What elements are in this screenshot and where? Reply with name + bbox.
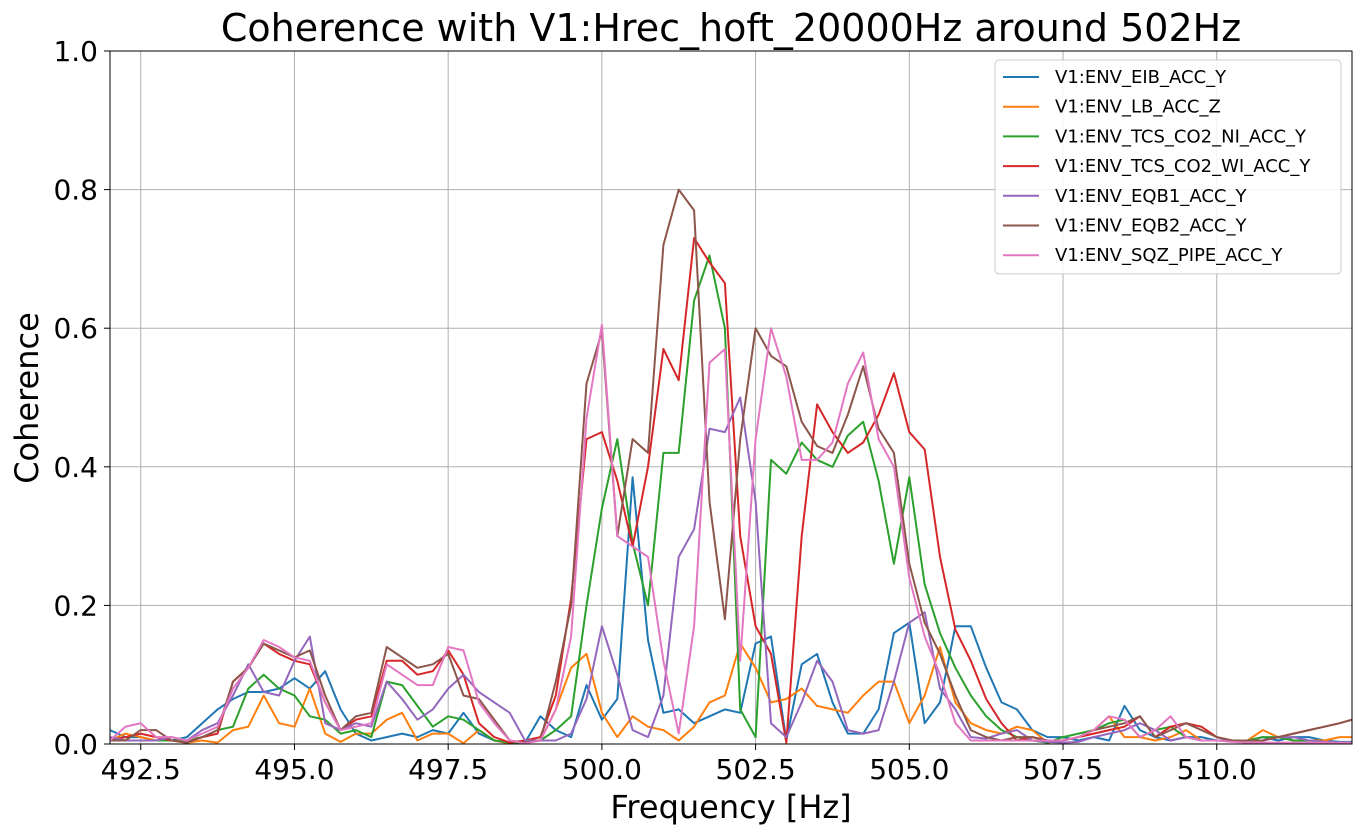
- x-tick-label: 495.0: [254, 753, 334, 786]
- y-tick-label: 1.0: [53, 35, 98, 68]
- plot-frame: [109, 50, 1353, 745]
- series-line-6: [110, 188, 1353, 744]
- legend-label: V1:ENV_TCS_CO2_WI_ACC_Y: [1055, 156, 1311, 177]
- x-tick-label: 505.0: [869, 753, 949, 786]
- y-tick-label: 0.6: [53, 312, 98, 345]
- x-axis-ticks: 492.5 495.0 497.5 500.0 502.5 505.0 507.5 510.0: [101, 744, 1257, 786]
- legend-label: V1:ENV_EIB_ACC_Y: [1055, 67, 1227, 88]
- series-lines: [109, 188, 1353, 745]
- legend-label: V1:ENV_EQB1_ACC_Y: [1055, 186, 1247, 207]
- legend-label: V1:ENV_TCS_CO2_NI_ACC_Y: [1055, 126, 1307, 147]
- x-tick-label: 497.5: [408, 753, 488, 786]
- x-tick-label: 502.5: [716, 753, 796, 786]
- x-tick-label: 507.5: [1023, 753, 1103, 786]
- series-line-7: [109, 323, 1352, 745]
- y-tick-label: 0.8: [53, 174, 98, 207]
- chart-title: Coherence with V1:Hrec_hoft_20000Hz arou…: [221, 6, 1241, 50]
- y-tick-label: 0.2: [53, 589, 98, 622]
- x-tick-label: 500.0: [562, 753, 642, 786]
- legend-label: V1:ENV_LB_ACC_Z: [1055, 97, 1221, 118]
- x-tick-label: 492.5: [101, 753, 181, 786]
- legend: V1:ENV_EIB_ACC_Y V1:ENV_LB_ACC_Z V1:ENV_TC…: [994, 59, 1342, 275]
- y-axis-label: Coherence: [8, 312, 46, 484]
- y-tick-label: 0.0: [53, 728, 98, 761]
- series-line-2: [109, 642, 1352, 745]
- y-axis-ticks: 0.0 0.2 0.4 0.6 0.8 1.0: [53, 35, 110, 761]
- y-tick-label: 0.4: [53, 451, 98, 484]
- legend-frame: [994, 59, 1342, 275]
- x-axis-label: Frequency [Hz]: [610, 788, 851, 826]
- legend-label: V1:ENV_SQZ_PIPE_ACC_Y: [1055, 245, 1283, 266]
- x-tick-label: 510.0: [1177, 753, 1257, 786]
- legend-label: V1:ENV_EQB2_ACC_Y: [1055, 216, 1247, 237]
